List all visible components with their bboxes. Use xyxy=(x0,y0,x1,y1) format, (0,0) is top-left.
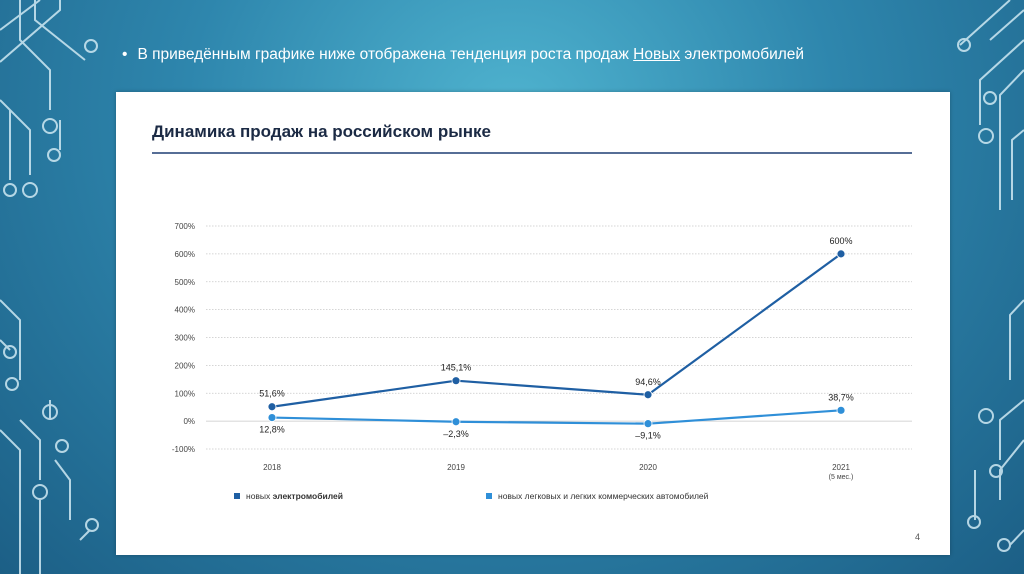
legend-swatch xyxy=(486,493,492,499)
y-tick-label: 0% xyxy=(183,417,195,426)
data-point xyxy=(643,390,653,400)
data-label: 145,1% xyxy=(441,363,472,373)
data-point xyxy=(836,405,846,415)
x-tick-label: 2019 xyxy=(447,463,465,472)
slide-bullet-text: • В приведённым графике ниже отображена т… xyxy=(122,46,1002,64)
x-tick-sublabel: (5 мес.) xyxy=(829,474,854,481)
y-tick-label: 400% xyxy=(175,306,195,315)
series-line-1 xyxy=(271,252,842,408)
y-tick-label: 700% xyxy=(175,222,195,231)
page-number: 4 xyxy=(914,532,920,542)
y-tick-label: 100% xyxy=(175,389,195,398)
chart-card: 700% 600% 500% 400% 300% 200% 100% 0% -100% 2018 2… xyxy=(116,92,950,555)
data-label: 12,8% xyxy=(259,425,285,435)
data-point xyxy=(643,419,653,429)
data-label: 51,6% xyxy=(259,389,285,399)
bullet-text-underlined: Новых xyxy=(633,46,681,63)
data-label: 94,6% xyxy=(635,377,661,387)
bullet-text-before: В приведённым графике ниже отображена те… xyxy=(137,46,634,63)
data-point xyxy=(836,249,846,259)
y-tick-label: 200% xyxy=(175,361,195,370)
x-tick-label: 2018 xyxy=(263,463,281,472)
data-point xyxy=(451,417,461,427)
legend-label: новых легковых и легких коммерческих авт… xyxy=(498,491,709,501)
legend-swatch xyxy=(234,493,240,499)
series-line-2 xyxy=(271,409,842,425)
data-label: 38,7% xyxy=(828,392,854,402)
sales-line-chart: 700% 600% 500% 400% 300% 200% 100% 0% -100% 2018 2… xyxy=(152,152,912,501)
chart-title: Динамика продаж на российском рынке xyxy=(152,122,491,141)
x-tick-label: 2021 xyxy=(832,463,850,472)
x-tick-label: 2020 xyxy=(639,463,657,472)
y-tick-label: 600% xyxy=(175,250,195,259)
y-tick-label: 300% xyxy=(175,334,195,343)
y-tick-label: 500% xyxy=(175,278,195,287)
data-label: –9,1% xyxy=(635,431,661,441)
data-point xyxy=(267,413,277,422)
data-label: 600% xyxy=(829,236,852,246)
data-point xyxy=(267,402,277,412)
bullet-text-after: электромобилей xyxy=(680,46,805,63)
data-point xyxy=(451,376,461,386)
legend-label: новых электромобилей xyxy=(246,491,343,501)
data-label: –2,3% xyxy=(443,429,469,439)
y-tick-label: -100% xyxy=(172,445,195,454)
bullet-symbol: • xyxy=(122,46,128,63)
